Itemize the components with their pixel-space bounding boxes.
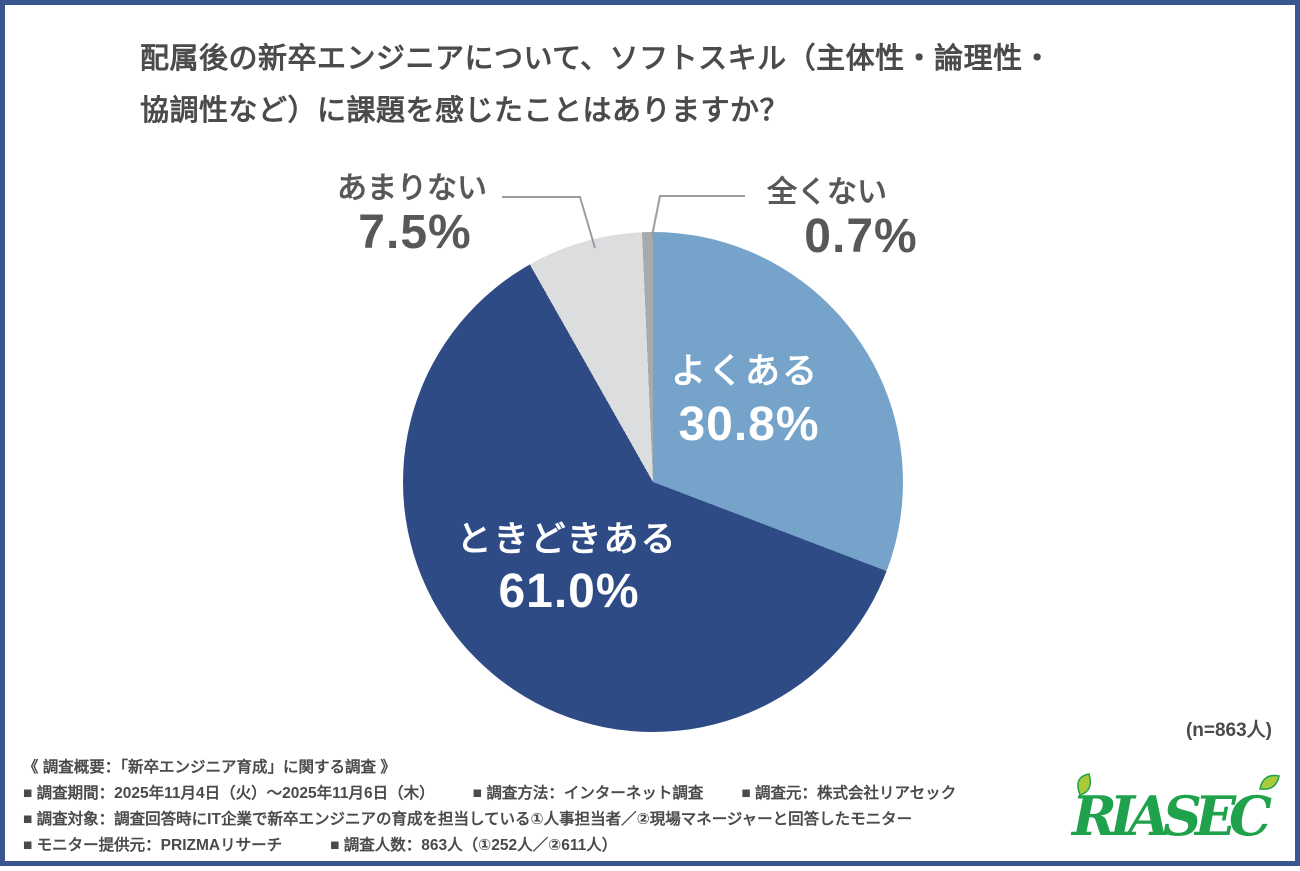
logo-leaf-right-icon — [1259, 774, 1280, 790]
survey-period: ■ 調査期間：2025年11月4日（火）～2025年11月6日（木） — [23, 785, 435, 802]
callout-line-amarinai — [502, 196, 596, 249]
riasec-logo: RIASEC — [1070, 773, 1280, 848]
survey-overview-heading: 《 調査概要：「新卒エンジニア育成」に関する調査 》 — [23, 759, 396, 776]
title-line-2: 協調性など）に課題を感じたことはありますか？ — [140, 95, 790, 127]
survey-overview-row4: ■ モニター提供元：PRIZMAリサーチ ■ 調査人数：863人（①252人／②… — [23, 833, 956, 859]
slice-label-amarinai: あまりない — [337, 172, 487, 205]
logo-leaf-left-icon — [1077, 773, 1092, 796]
slice-value-tokidoki: 61.0% — [498, 565, 640, 618]
slice-label-tokidoki: ときどきある — [456, 520, 678, 559]
survey-method: ■ 調査方法：インターネット調査 — [472, 785, 704, 802]
chart-question-title: 配属後の新卒エンジニアについて、ソフトスキル（主体性・論理性・ 協調性など）に課… — [140, 33, 1052, 137]
pie-chart — [403, 232, 903, 732]
survey-source: ■ 調査元：株式会社リアセック — [741, 785, 957, 802]
title-line-1: 配属後の新卒エンジニアについて、ソフトスキル（主体性・論理性・ — [140, 43, 1053, 75]
slice-value-amarinai: 7.5% — [358, 206, 472, 259]
slice-value-mattakunai: 0.7% — [804, 210, 918, 263]
survey-overview-block: 《 調査概要：「新卒エンジニア育成」に関する調査 》 ■ 調査期間：2025年1… — [23, 755, 956, 859]
survey-count: ■ 調査人数：863人（①252人／②611人） — [330, 837, 618, 854]
slice-label-mattakunai: 全くない — [767, 176, 887, 209]
slice-label-yokuaru: よくある — [670, 352, 820, 391]
callout-line-mattakunai — [651, 195, 745, 237]
slice-value-yokuaru: 30.8% — [678, 398, 820, 451]
monitor-provider: ■ モニター提供元：PRIZMAリサーチ — [23, 837, 283, 854]
logo-text: RIASEC — [1070, 784, 1272, 848]
sample-size-label: (n=863人) — [1185, 720, 1272, 741]
survey-target: ■ 調査対象：調査回答時にIT企業で新卒エンジニアの育成を担当している①人事担当… — [23, 811, 913, 828]
survey-overview-row2: ■ 調査期間：2025年11月4日（火）～2025年11月6日（木） ■ 調査方… — [23, 781, 956, 807]
